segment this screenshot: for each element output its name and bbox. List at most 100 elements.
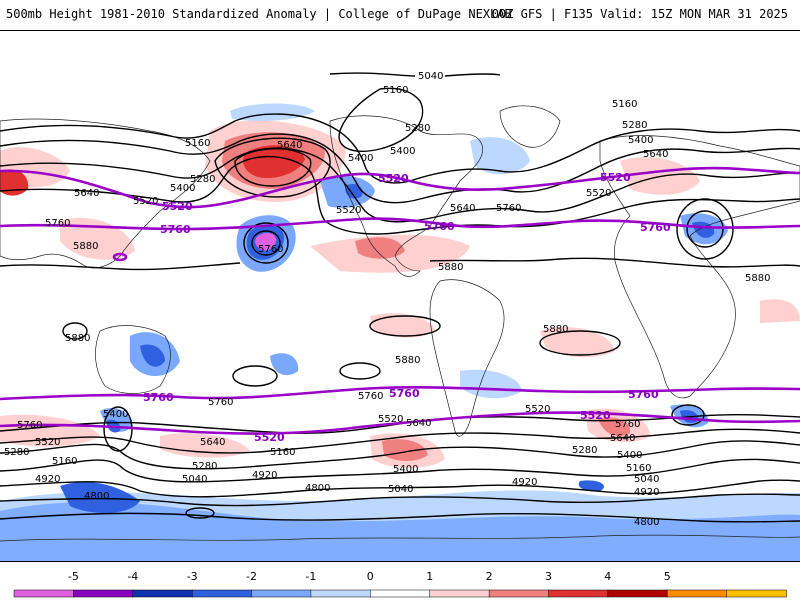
label-4920-s-w: 4920 bbox=[252, 470, 277, 481]
key-label-5760-w: 5760 bbox=[160, 223, 191, 236]
contour-4920-s bbox=[0, 493, 800, 507]
key-label-5520-w: 5520 bbox=[162, 200, 193, 213]
label-5400-n: 5400 bbox=[390, 146, 415, 157]
tropic-positive-1 bbox=[370, 313, 435, 338]
label-5400-s-w: 5400 bbox=[103, 409, 128, 420]
greenland-coast bbox=[499, 105, 561, 148]
contour-labels: 5040 5160 5160 5280 5280 5160 5400 5400 … bbox=[4, 71, 770, 528]
map-area: 5040 5160 5160 5280 5280 5160 5400 5400 … bbox=[0, 30, 800, 562]
contour-5640 bbox=[0, 155, 326, 222]
colorbar-swatch bbox=[191, 589, 253, 598]
label-5040-s-w: 5040 bbox=[182, 474, 207, 485]
contour-ridge-outer bbox=[214, 137, 331, 198]
label-5280-s-far-w: 5280 bbox=[4, 447, 29, 458]
label-5280-n: 5280 bbox=[405, 123, 430, 134]
colorbar-swatch bbox=[548, 589, 609, 598]
contour-5880-tropic-2 bbox=[539, 330, 621, 356]
australia-coast bbox=[95, 325, 171, 394]
label-5400-w: 5400 bbox=[170, 183, 195, 194]
contour-5040-a bbox=[329, 72, 416, 77]
label-5760-s-w: 5760 bbox=[208, 397, 233, 408]
label-4800-s-e: 4800 bbox=[634, 517, 659, 528]
label-5040-s-center: 5040 bbox=[388, 484, 413, 495]
label-5400-center: 5400 bbox=[348, 153, 373, 164]
colorbar-swatch bbox=[73, 589, 134, 598]
label-5760-na: 5760 bbox=[496, 203, 521, 214]
key-contour-5760-n bbox=[0, 217, 800, 231]
contour-s-low-polar bbox=[185, 507, 215, 519]
contour-5160-low bbox=[338, 87, 424, 152]
colorbar-tick-label: -5 bbox=[68, 570, 79, 583]
key-label-5760-center: 5760 bbox=[424, 220, 455, 233]
label-5880-satl: 5880 bbox=[395, 355, 420, 366]
colorbar-swatch bbox=[310, 589, 372, 598]
colorbar-tick-label: -1 bbox=[305, 570, 316, 583]
south-negative-core bbox=[60, 481, 140, 513]
key-label-5760-s-e: 5760 bbox=[628, 388, 659, 401]
label-5640-s-w: 5640 bbox=[200, 437, 225, 448]
label-5160-s-e: 5160 bbox=[626, 463, 651, 474]
label-5760-s-e: 5760 bbox=[615, 419, 640, 430]
colorbar-swatch bbox=[13, 589, 75, 598]
ne-pacific-positive-strong bbox=[243, 145, 305, 179]
label-5880-africa: 5880 bbox=[745, 273, 770, 284]
label-5520-s-far-w: 5520 bbox=[35, 437, 60, 448]
label-5880-carib: 5880 bbox=[438, 262, 463, 273]
key-contours bbox=[0, 166, 800, 435]
colorbar-swatch bbox=[726, 589, 787, 598]
contours bbox=[0, 72, 800, 523]
s-indian-positive bbox=[0, 414, 100, 447]
europe-africa-coast bbox=[599, 135, 800, 399]
contour-europe-low-outer bbox=[676, 198, 734, 260]
colorbar-swatch bbox=[429, 589, 490, 598]
label-5760-asia: 5760 bbox=[45, 218, 70, 229]
label-5280-s-e: 5280 bbox=[572, 445, 597, 456]
label-5280-s-w: 5280 bbox=[192, 461, 217, 472]
colorbar-swatch bbox=[488, 589, 550, 598]
s-atlantic-positive-mid bbox=[382, 439, 428, 461]
south-negative-core-2 bbox=[578, 480, 604, 492]
label-5520-w: 5520 bbox=[133, 196, 158, 207]
colorbar-swatch bbox=[666, 589, 728, 598]
asia-coast bbox=[0, 118, 211, 269]
s-atlantic-negative bbox=[460, 369, 522, 399]
key-label-5760-s-w: 5760 bbox=[143, 391, 174, 404]
contour-5880-tropic-3 bbox=[339, 362, 381, 380]
key-label-5520-s-w: 5520 bbox=[254, 431, 285, 444]
key-contour-5520-n bbox=[0, 166, 800, 209]
key-label-5520-center: 5520 bbox=[378, 172, 409, 185]
tropic-positive-3 bbox=[760, 299, 800, 323]
label-5640-europe: 5640 bbox=[643, 149, 668, 160]
label-5760-s-far-w: 5760 bbox=[17, 420, 42, 431]
colorbar-tick-label: 0 bbox=[367, 570, 374, 583]
key-contour-5880-blob bbox=[112, 252, 128, 262]
contour-5880-tropic-1 bbox=[369, 315, 441, 337]
anomaly-colorbar: -5 -4 -3 -2 -1 0 1 2 3 4 5 bbox=[13, 570, 787, 598]
sw-pacific-negative-core bbox=[140, 344, 165, 367]
contour-5160-s bbox=[0, 458, 800, 483]
label-5520-atl: 5520 bbox=[586, 188, 611, 199]
colorbar-swatch bbox=[370, 589, 431, 598]
label-5760-s-center: 5760 bbox=[358, 391, 383, 402]
north-america-coast bbox=[329, 115, 483, 277]
label-5160-s-w: 5160 bbox=[52, 456, 77, 467]
label-5160-n: 5160 bbox=[383, 85, 408, 96]
label-5160-ne: 5160 bbox=[612, 99, 637, 110]
contour-europe-low-inner bbox=[686, 210, 724, 248]
label-5520-s-center: 5520 bbox=[378, 414, 403, 425]
label-5640-asia: 5640 bbox=[74, 188, 99, 199]
title-bar: 500mb Height 1981-2010 Standardized Anom… bbox=[0, 0, 800, 26]
label-5760-low: 5760 bbox=[258, 244, 283, 255]
pacific-low-negative-extreme bbox=[255, 232, 277, 251]
colorbar-swatches bbox=[13, 589, 787, 598]
label-5280-ne: 5280 bbox=[622, 120, 647, 131]
label-5520-center: 5520 bbox=[336, 205, 361, 216]
key-contour-5520-s bbox=[0, 411, 800, 435]
contour-5880-a bbox=[0, 262, 241, 271]
colorbar-tick-label: 1 bbox=[426, 570, 433, 583]
label-5880-sa: 5880 bbox=[543, 324, 568, 335]
contour-5040-b bbox=[444, 73, 501, 77]
label-5040-n: 5040 bbox=[418, 71, 443, 82]
contour-5280 bbox=[0, 113, 800, 184]
label-5880-sw: 5880 bbox=[65, 333, 90, 344]
